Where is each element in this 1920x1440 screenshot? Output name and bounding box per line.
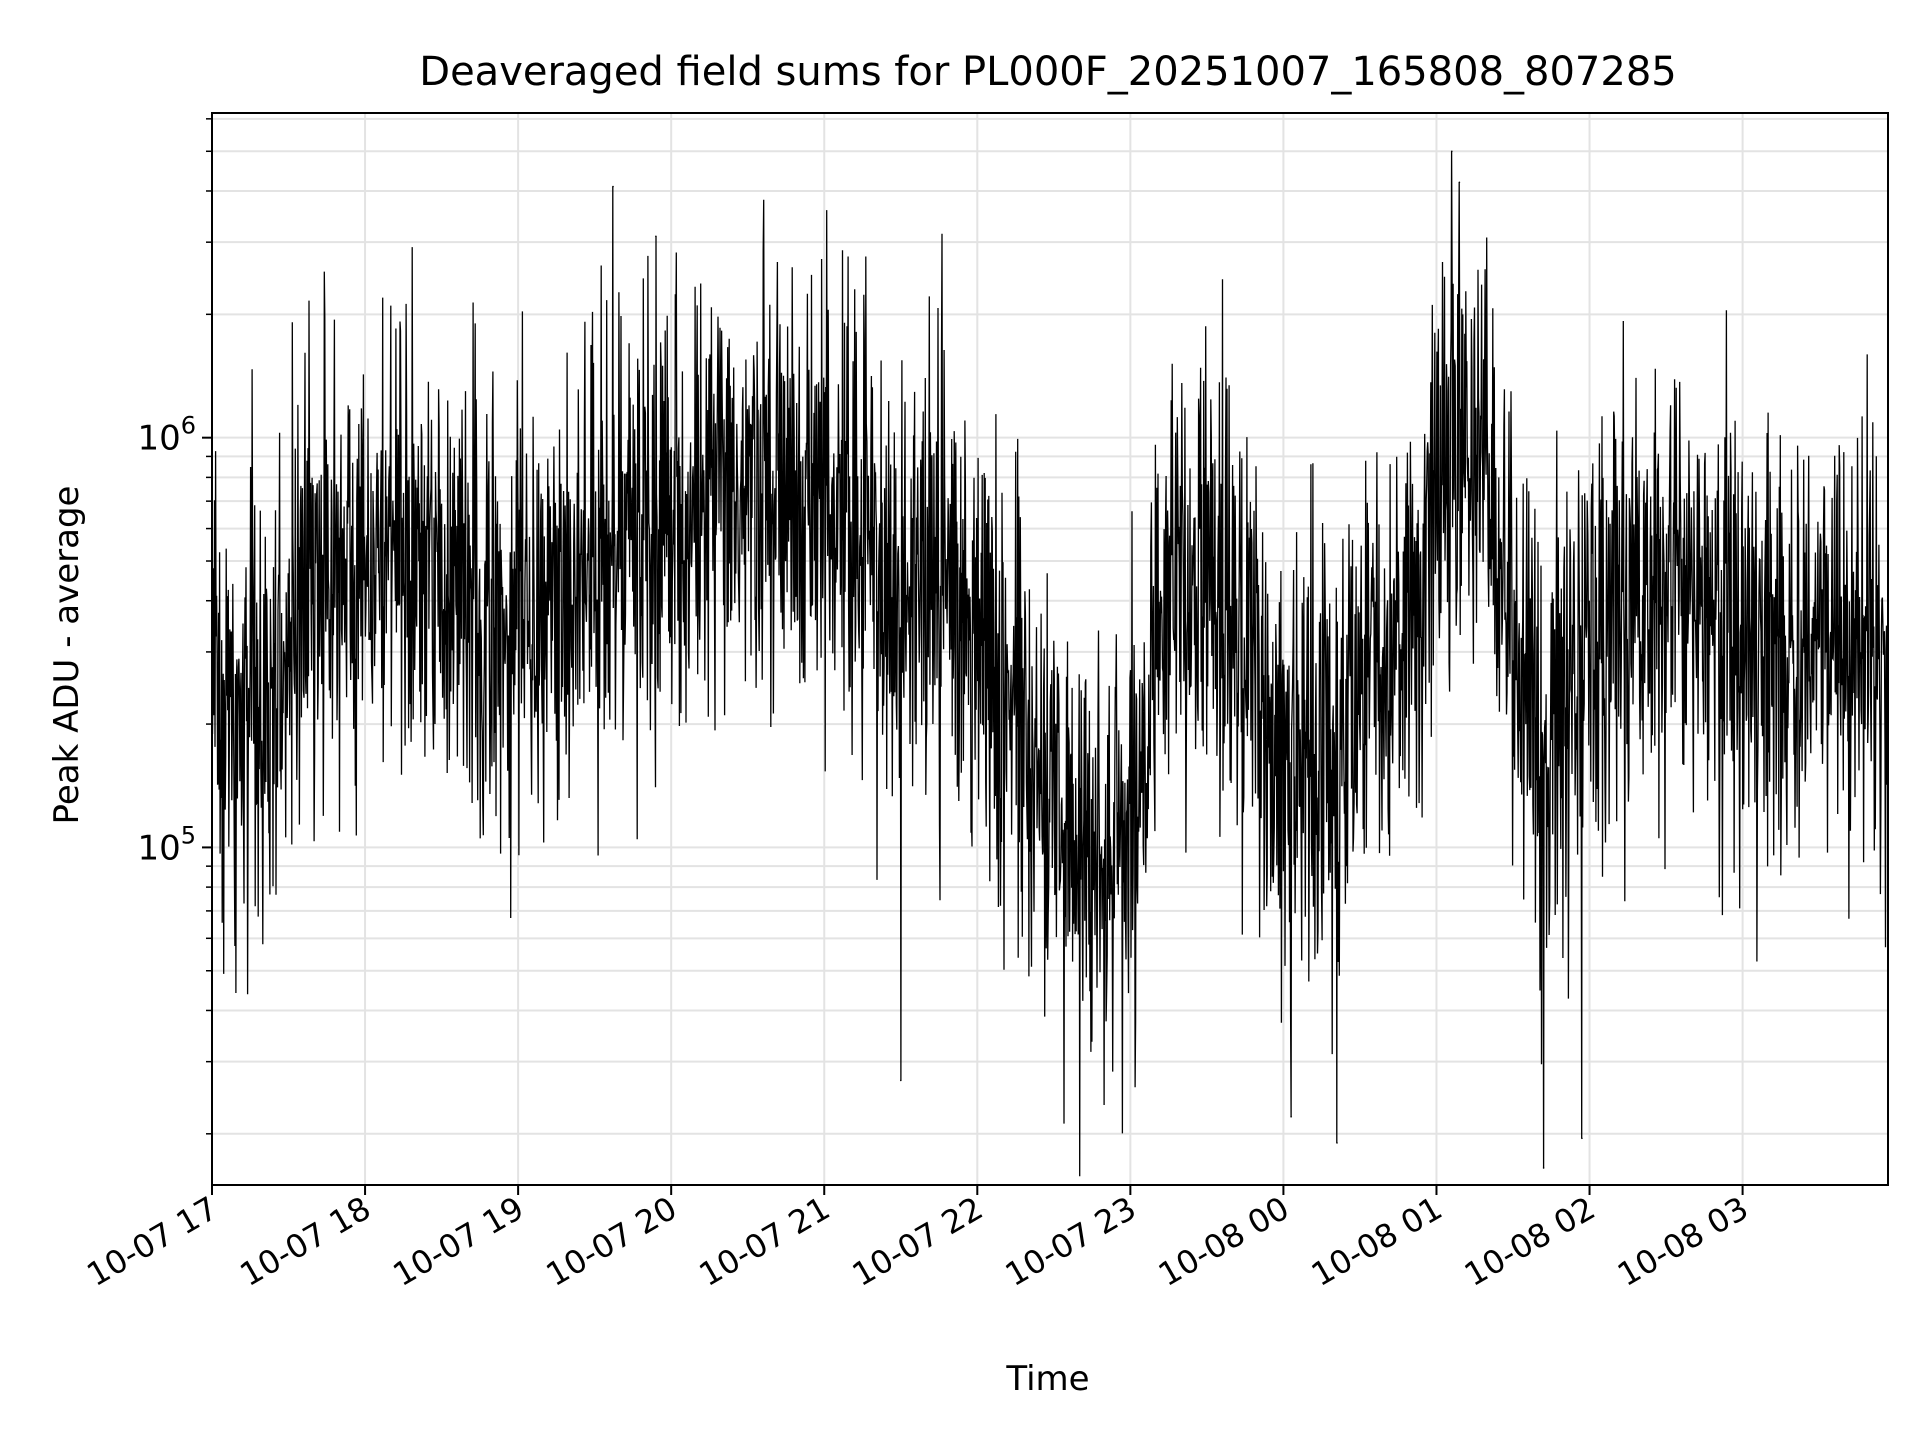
series-extreme-point <box>1581 1137 1583 1140</box>
series-extreme-point <box>1336 1142 1338 1144</box>
series-line <box>211 151 1889 1177</box>
y-axis-label: Peak ADU - average <box>47 486 87 825</box>
series-extreme-point <box>900 1079 902 1082</box>
x-axis-label: Time <box>1005 1359 1089 1399</box>
series-extreme-point <box>1290 1116 1292 1118</box>
data-series <box>211 150 1889 1177</box>
series-extreme-point <box>1542 1167 1545 1169</box>
series-extreme-point <box>1458 181 1461 184</box>
y-tick-label: 106 <box>137 412 196 459</box>
series-extreme-point <box>1451 150 1453 153</box>
series-extreme-point <box>612 185 614 188</box>
chart-title: Deaveraged field sums for PL000F_2025100… <box>419 49 1676 95</box>
series-extreme-point <box>655 235 657 238</box>
y-tick-label: 105 <box>137 821 196 868</box>
plot-area-frame <box>211 112 1889 1186</box>
